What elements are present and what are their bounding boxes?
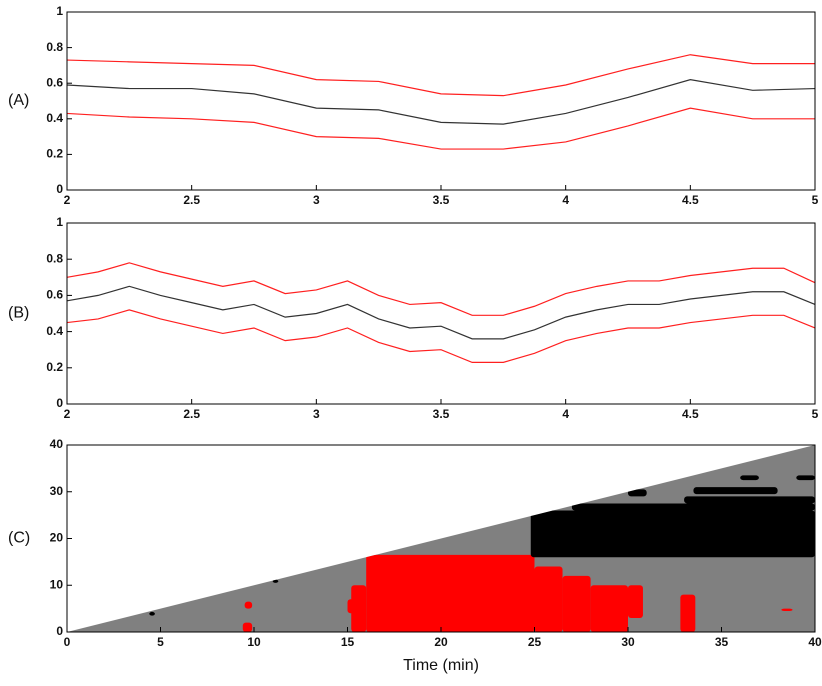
- region: [562, 575, 591, 632]
- panel: 0 0.2 0.4 0.6 0.8 1 2 2.5 3 3.5 4 4.5 5 (A): [8, 4, 819, 207]
- x-tick-label: 2.5: [183, 193, 200, 207]
- y-tick-label: 0: [56, 624, 63, 638]
- y-tick-label: 1: [56, 4, 63, 18]
- x-tick-label: 4: [562, 193, 569, 207]
- x-tick-label: 10: [247, 635, 261, 649]
- axes-frame: [66, 222, 816, 405]
- region: [684, 496, 815, 504]
- region: [530, 510, 815, 558]
- x-tick-label: 30: [621, 635, 635, 649]
- region: [796, 475, 815, 481]
- region: [272, 579, 279, 583]
- region: [244, 601, 253, 609]
- y-tick-label: 0.8: [46, 40, 63, 54]
- x-tick-label: 5: [812, 407, 819, 421]
- x-tick-label: 20: [434, 635, 448, 649]
- region: [366, 554, 535, 632]
- y-tick-label: 20: [50, 531, 64, 545]
- panel-label: (C): [8, 530, 30, 547]
- line: [66, 79, 816, 125]
- y-tick-label: 10: [50, 577, 64, 591]
- region: [740, 475, 759, 481]
- line: [66, 262, 816, 316]
- region: [628, 489, 647, 497]
- x-axis-label: Time (min): [403, 657, 479, 674]
- region: [628, 585, 643, 618]
- line: [66, 107, 815, 150]
- panel: Time (min) 0 10 20 30 40 0 5 10 15 20 25 30 35 40 (C): [8, 437, 822, 674]
- x-tick-label: 2: [64, 407, 71, 421]
- y-tick-label: 0.6: [46, 75, 63, 89]
- region: [347, 599, 359, 614]
- x-tick-label: 40: [808, 635, 822, 649]
- line: [66, 285, 816, 340]
- x-tick-label: 3.5: [433, 193, 450, 207]
- y-tick-label: 0.2: [46, 360, 63, 374]
- region: [242, 622, 253, 632]
- x-tick-label: 4.5: [682, 193, 699, 207]
- x-tick-label: 5: [157, 635, 164, 649]
- y-tick-label: 0.4: [46, 324, 63, 338]
- x-tick-label: 3: [313, 193, 320, 207]
- region: [680, 594, 696, 632]
- x-tick-label: 2.5: [183, 407, 200, 421]
- x-tick-label: 4: [562, 407, 569, 421]
- y-tick-label: 0.8: [46, 251, 63, 265]
- domain: [67, 445, 815, 632]
- y-tick-label: 0.6: [46, 288, 63, 302]
- axes-frame: [66, 11, 816, 191]
- x-tick-label: 5: [812, 193, 819, 207]
- panel-label: (B): [8, 305, 29, 322]
- x-tick-label: 3: [313, 407, 320, 421]
- y-tick-label: 0.2: [46, 147, 63, 161]
- x-tick-label: 25: [528, 635, 542, 649]
- panel: 0 0.2 0.4 0.6 0.8 1 2 2.5 3 3.5 4 4.5 5 (B): [8, 215, 819, 421]
- line: [66, 54, 815, 97]
- y-tick-label: 1: [56, 215, 63, 229]
- region: [693, 487, 778, 495]
- x-tick-label: 4.5: [682, 407, 699, 421]
- region: [149, 611, 155, 616]
- x-tick-label: 35: [715, 635, 729, 649]
- y-tick-label: 0: [56, 396, 63, 410]
- y-tick-label: 40: [50, 437, 64, 451]
- x-tick-label: 0: [64, 635, 71, 649]
- line: [66, 309, 816, 363]
- region: [571, 503, 815, 511]
- y-tick-label: 30: [50, 484, 64, 498]
- x-tick-label: 2: [64, 193, 71, 207]
- y-tick-label: 0.4: [46, 111, 63, 125]
- region: [781, 608, 793, 611]
- region: [590, 585, 628, 632]
- regions: [149, 475, 815, 632]
- panel-label: (A): [8, 92, 29, 109]
- x-tick-label: 15: [341, 635, 355, 649]
- x-tick-label: 3.5: [433, 407, 450, 421]
- y-tick-label: 0: [56, 182, 63, 196]
- region: [534, 566, 563, 632]
